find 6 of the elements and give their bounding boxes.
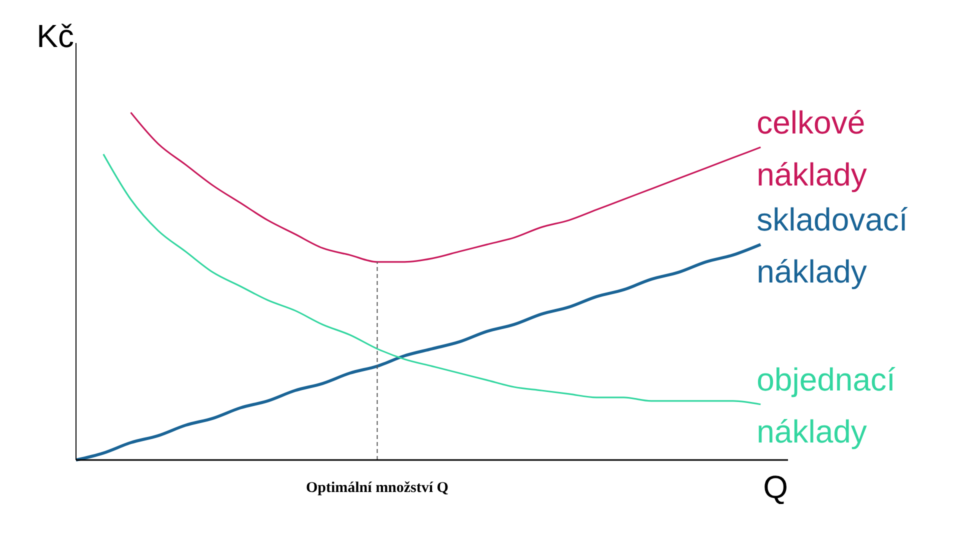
y-axis-title: Kč bbox=[36, 18, 74, 54]
series-label: objednací náklady bbox=[756, 361, 896, 450]
x-axis-title: Q bbox=[763, 469, 788, 505]
series-label: skladovací náklady bbox=[756, 202, 908, 290]
series-label: celkové náklady bbox=[756, 104, 867, 192]
text: Optimální množství Q bbox=[306, 480, 449, 496]
